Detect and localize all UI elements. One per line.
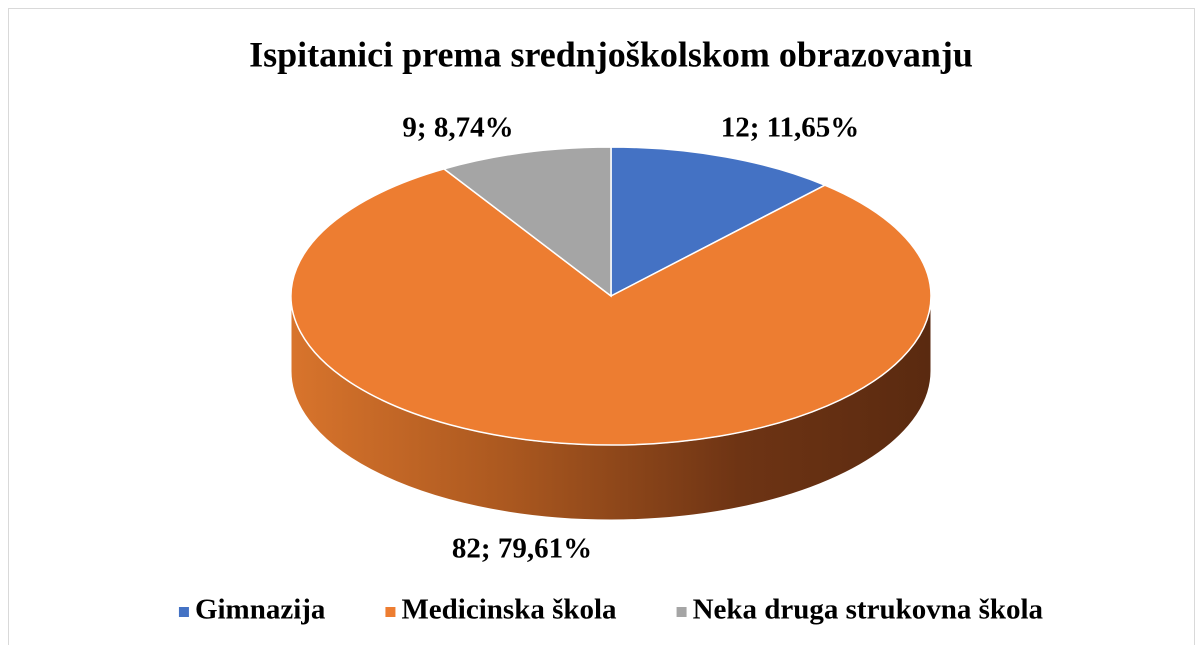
pie-slice (290, 168, 932, 446)
legend-label: Medicinska škola (401, 594, 617, 626)
legend-swatch (385, 607, 396, 617)
pie-slice (442, 146, 612, 298)
pie-slice (610, 146, 827, 298)
legend-swatch (676, 607, 687, 617)
legend-swatch (178, 607, 189, 617)
data-label: 9; 8,74% (402, 112, 513, 144)
chart-title: Ispitanici prema srednjoškolskom obrazov… (249, 34, 973, 74)
legend-label: Neka druga strukovna škola (693, 594, 1044, 626)
data-label: 12; 11,65% (721, 112, 860, 144)
legend-label: Gimnazija (195, 594, 326, 626)
data-label: 82; 79,61% (452, 533, 592, 565)
